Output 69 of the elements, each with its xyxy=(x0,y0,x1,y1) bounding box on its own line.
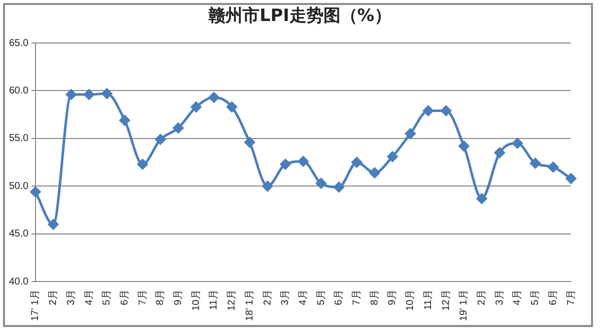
x-tick-label: 9月 xyxy=(173,290,184,306)
x-tick-label: 5月 xyxy=(102,290,113,306)
x-tick-label: 7月 xyxy=(137,290,148,306)
point xyxy=(440,106,452,116)
y-tick-label: 60.0 xyxy=(8,85,29,96)
x-tick-label: 12月 xyxy=(226,290,238,311)
x-tick-label: 17' 1月 xyxy=(30,290,42,322)
point xyxy=(530,158,541,169)
point xyxy=(369,168,380,178)
x-tick-label: 5月 xyxy=(316,290,327,306)
point xyxy=(280,158,291,170)
point xyxy=(352,157,362,168)
point xyxy=(548,162,558,172)
point xyxy=(387,151,398,162)
point xyxy=(422,106,434,116)
point xyxy=(66,89,76,100)
point xyxy=(494,148,505,158)
x-tick-label: 2月 xyxy=(262,290,274,306)
point xyxy=(155,134,166,145)
x-tick-label: 12月 xyxy=(440,290,452,311)
y-tick-label: 50.0 xyxy=(8,180,29,192)
point xyxy=(566,173,576,184)
y-tick-label: 65.0 xyxy=(8,38,29,49)
point xyxy=(512,138,523,148)
point xyxy=(476,193,487,204)
point xyxy=(173,122,184,134)
point xyxy=(226,102,238,112)
point xyxy=(262,180,273,192)
point xyxy=(334,182,344,192)
y-tick-label: 40.0 xyxy=(8,276,29,288)
point xyxy=(30,186,41,198)
point xyxy=(244,137,255,148)
x-tick-label: 4月 xyxy=(84,290,95,306)
x-tick-label: 6月 xyxy=(334,290,345,306)
x-tick-label: 11月 xyxy=(422,290,434,310)
x-tick-label: 10月 xyxy=(190,290,202,311)
point xyxy=(119,115,130,126)
y-tick-label: 45.0 xyxy=(8,228,29,240)
x-tick-label: 3月 xyxy=(280,290,292,306)
point xyxy=(48,219,59,230)
point xyxy=(458,140,470,152)
point xyxy=(102,88,112,99)
x-tick-label: 7月 xyxy=(566,290,577,306)
x-tick-label: 19' 1月 xyxy=(458,290,470,322)
x-tick-label: 3月 xyxy=(66,290,77,306)
point xyxy=(298,156,308,167)
x-tick-label: 2月 xyxy=(476,290,488,306)
x-tick-label: 10月 xyxy=(405,290,416,311)
x-tick-label: 7月 xyxy=(352,290,363,306)
x-tick-label: 6月 xyxy=(119,290,130,306)
y-tick-label: 55.0 xyxy=(8,133,29,144)
x-tick-label: 4月 xyxy=(298,290,309,306)
x-tick-label: 3月 xyxy=(494,290,506,306)
x-tick-label: 6月 xyxy=(548,290,559,306)
x-tick-label: 5月 xyxy=(530,290,542,306)
x-tick-label: 2月 xyxy=(48,290,60,306)
point xyxy=(84,89,94,100)
point xyxy=(137,158,148,170)
x-tick-label: 11月 xyxy=(208,290,220,310)
x-tick-label: 8月 xyxy=(369,290,380,306)
x-tick-label: 4月 xyxy=(512,290,524,306)
x-tick-label: 9月 xyxy=(387,290,398,306)
point xyxy=(316,178,326,189)
x-tick-label: 8月 xyxy=(155,290,166,306)
chart-title: 赣州市LPI走势图（%） xyxy=(208,5,392,27)
point xyxy=(405,128,416,139)
point xyxy=(190,102,202,112)
x-tick-label: 18' 1月 xyxy=(244,290,256,322)
point xyxy=(208,92,220,103)
